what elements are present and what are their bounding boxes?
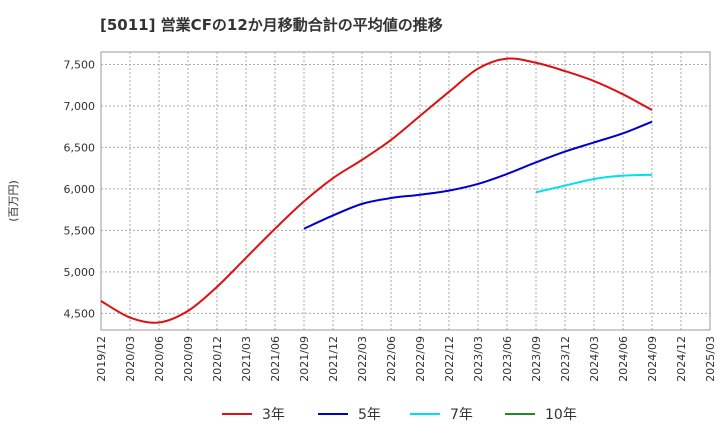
series-line-2 — [303, 120, 653, 230]
x-tick-label: 2023/06 — [501, 336, 514, 382]
x-tick-label: 2024/12 — [675, 336, 688, 382]
y-tick-label: 7,500 — [64, 58, 96, 71]
legend-label: 10年 — [545, 407, 577, 423]
y-tick-label: 5,500 — [64, 224, 96, 237]
y-tick-label: 5,000 — [64, 266, 96, 279]
x-axis-ticks: 2019/12 2020/03 2020/06 2020/09 2020/12 2021/… — [95, 336, 717, 382]
x-tick-label: 2020/09 — [182, 336, 195, 382]
x-tick-label: 2020/03 — [124, 336, 137, 382]
x-tick-label: 2021/09 — [298, 336, 311, 382]
grid-lines — [101, 52, 710, 330]
y-tick-label: 6,500 — [64, 141, 96, 154]
legend-label: 5年 — [358, 407, 381, 423]
y-tick-label: 7,000 — [64, 100, 96, 113]
x-tick-label: 2023/12 — [559, 336, 572, 382]
y-axis-label: (百万円) — [7, 180, 20, 222]
y-tick-label: 6,000 — [64, 183, 96, 196]
legend-label: 3年 — [262, 407, 285, 423]
x-tick-label: 2021/12 — [327, 336, 340, 382]
x-tick-label: 2022/03 — [356, 336, 369, 382]
x-tick-label: 2022/12 — [443, 336, 456, 382]
x-tick-label: 2022/09 — [414, 336, 427, 382]
x-tick-label: 2024/06 — [617, 336, 630, 382]
y-axis-ticks: 4,500 5,000 5,500 6,000 6,500 7,000 7,500 — [64, 58, 96, 320]
series-line-1 — [100, 57, 653, 324]
series-line-3 — [535, 173, 653, 194]
plot-area — [100, 51, 711, 331]
x-tick-label: 2023/09 — [530, 336, 543, 382]
x-tick-label: 2024/03 — [588, 336, 601, 382]
x-tick-label: 2020/12 — [211, 336, 224, 382]
x-tick-label: 2019/12 — [95, 336, 108, 382]
x-tick-label: 2020/06 — [153, 336, 166, 382]
x-tick-label: 2021/06 — [269, 336, 282, 382]
legend-label: 7年 — [450, 407, 473, 423]
legend: 3年 5年 7年 10年 — [222, 407, 577, 423]
x-tick-label: 2025/03 — [704, 336, 717, 382]
y-tick-label: 4,500 — [64, 307, 96, 320]
x-tick-label: 2024/09 — [646, 336, 659, 382]
chart-title: [5011] 営業CFの12か月移動合計の平均値の推移 — [100, 16, 443, 34]
x-tick-label: 2023/03 — [472, 336, 485, 382]
x-tick-label: 2021/03 — [240, 336, 253, 382]
x-tick-label: 2022/06 — [385, 336, 398, 382]
series-lines — [100, 57, 653, 324]
